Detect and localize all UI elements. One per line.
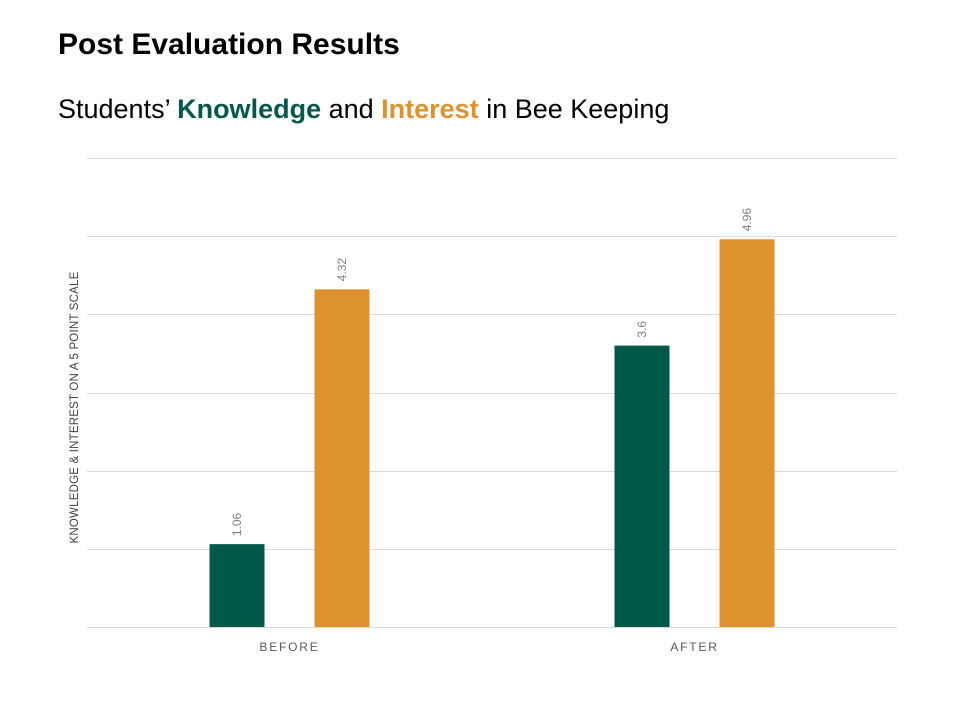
bar-knowledge-before [209,544,265,627]
subtitle-and: and [321,94,382,124]
bar-interest-before [314,289,370,627]
data-label-interest-after: 4.96 [740,208,754,232]
y-axis-label: KNOWLEDGE & INTEREST ON A 5 POINT SCALE [69,271,81,543]
subtitle-interest-word: Interest [381,94,479,124]
subtitle-knowledge-word: Knowledge [177,94,322,124]
subtitle-prefix: Students’ [58,94,178,124]
bar-interest-after [719,239,775,627]
data-label-knowledge-before: 1.06 [230,512,244,536]
x-tick-label-before: BEFORE [259,640,319,654]
bar-knowledge-after [614,345,670,627]
slide-subtitle: Students’ Knowledge and Interest in Bee … [58,94,669,125]
axes: BEFORE AFTER KNOWLEDGE & INTEREST ON A 5 P… [69,271,897,654]
slide-title: Post Evaluation Results [58,28,400,61]
subtitle-suffix: in Bee Keeping [478,94,670,124]
bars [209,239,775,627]
data-label-interest-before: 4.32 [335,258,349,282]
gridlines [87,158,897,550]
data-label-knowledge-after: 3.6 [635,321,649,338]
x-tick-label-after: AFTER [670,640,718,654]
data-labels: 1.06 4.32 3.6 4.96 [230,208,754,537]
